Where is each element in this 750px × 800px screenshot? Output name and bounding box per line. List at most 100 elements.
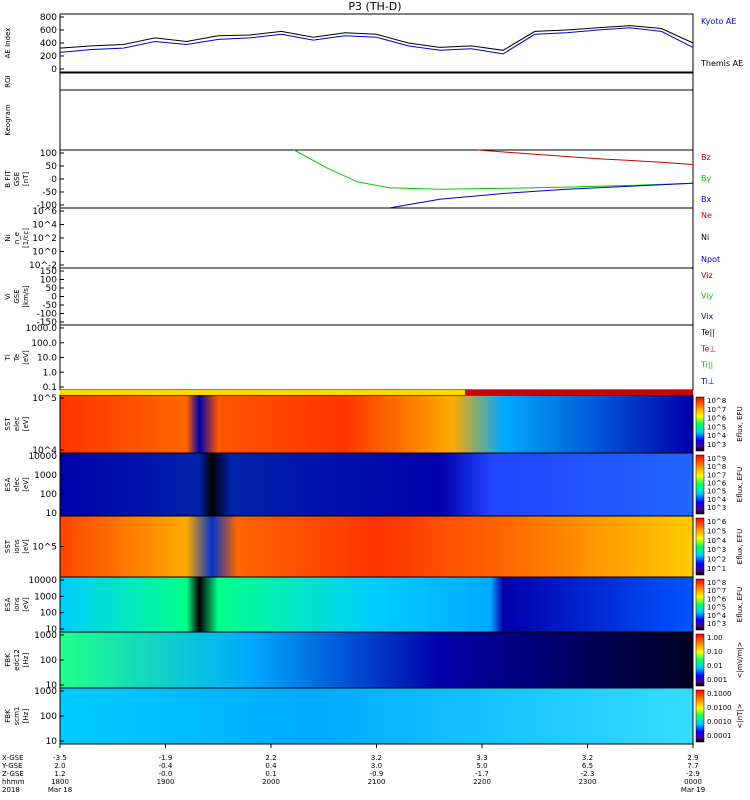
ylabel-12-1: scm1 xyxy=(13,707,21,726)
ylabel-7-2: [eV] xyxy=(22,416,30,431)
colorbar-tick-10-5: 10^3 xyxy=(707,620,726,628)
ylabel-11-2: [Hz] xyxy=(22,653,30,668)
legend-4-2: Npot xyxy=(701,255,720,264)
colorbar-tick-12-0: 0.1000 xyxy=(707,690,732,698)
ylabel-9-0: SST xyxy=(4,539,12,553)
colorbar-tick-9-1: 10^5 xyxy=(707,527,726,535)
ytick-6-0: 1000.0 xyxy=(26,324,58,334)
colorbar-tick-8-5: 10^4 xyxy=(707,496,727,504)
ytick-7-0: 10^5 xyxy=(32,394,57,404)
data-marks xyxy=(59,25,694,395)
ylabel-6-0: Ti xyxy=(4,354,12,361)
ylabel-5-2: [km/s] xyxy=(22,285,30,308)
colorbar-10 xyxy=(695,578,705,631)
panels: AE Index 800 600 400 200 0 Kyoto AE Themis AE RO… xyxy=(4,13,744,747)
colorbar-tick-8-4: 10^5 xyxy=(707,488,726,496)
ylabel-10-0: ESA xyxy=(4,597,12,611)
time-cell-4-2: -1.7 xyxy=(475,770,489,778)
ytick-3-2: 0 xyxy=(51,175,57,185)
ytick-5-6: -150 xyxy=(37,318,58,328)
plot-title: P3 (TH-D) xyxy=(348,0,401,13)
panel-12: FBK scm1 [Hz] 1000 100 10 0.1000 0.0100 0.0010 0.… xyxy=(4,687,744,747)
ytick-12-0: 1000 xyxy=(34,687,57,697)
colorbar-label-9: Eflux, EFU xyxy=(736,529,744,564)
ytick-10-0: 10000 xyxy=(28,576,57,586)
panel-6: Ti Te [eV] 1000.0 100.0 10.0 1.0 0.1 Te|| Te⊥ Ti||… xyxy=(4,324,716,393)
ylabel-9-2: [eV] xyxy=(22,539,30,554)
colorbar-tick-7-2: 10^6 xyxy=(707,415,727,423)
series-3-2 xyxy=(389,182,694,209)
panel-frame-0 xyxy=(59,13,694,73)
time-cell-2-3: 2000 xyxy=(262,778,280,786)
ytick-10-3: 10 xyxy=(46,625,58,635)
time-cell-2-2: 0.1 xyxy=(265,770,276,778)
colorbar-label-7: Eflux, EFU xyxy=(736,406,744,441)
time-cell-6-3: 0000 xyxy=(684,778,702,786)
ylabel-3-1: GSE xyxy=(13,172,21,186)
ylabel-6-2: [eV] xyxy=(22,350,30,365)
time-cell-5-2: -2.3 xyxy=(581,770,595,778)
time-cell-2-0: 2.2 xyxy=(265,754,276,762)
colorbar-tick-7-3: 10^5 xyxy=(707,423,726,431)
ylabel-8-2: [eV] xyxy=(22,477,30,492)
ylabel-2-0: Keogram xyxy=(4,104,12,135)
time-cell-0-1: 2.0 xyxy=(54,762,65,770)
colorbar-tick-8-1: 10^8 xyxy=(707,463,726,471)
colorbar-label-8: Eflux, EFU xyxy=(736,467,744,502)
colorbar-tick-7-4: 10^4 xyxy=(707,432,727,440)
colorbar-tick-9-4: 10^2 xyxy=(707,556,726,564)
time-cell-3-1: 3.0 xyxy=(371,762,382,770)
ytick-0-2: 400 xyxy=(40,39,57,49)
ytick-6-3: 1.0 xyxy=(43,368,58,378)
ytick-4-2: 10^2 xyxy=(32,234,57,244)
ylabel-4-1: n_e xyxy=(13,232,21,244)
ylabel-11-1: edc12 xyxy=(13,649,21,671)
legend-5-2: Vix xyxy=(701,312,714,321)
time-cell-1-2: -0.0 xyxy=(159,770,173,778)
spectrogram-12 xyxy=(60,688,693,744)
panel-10: ESA ions [eV]1000010001001010^810^710^610^… xyxy=(4,576,744,635)
ytick-7-1: 10^4 xyxy=(32,446,57,456)
colorbar-tick-11-2: 0.01 xyxy=(707,662,723,670)
ytick-11-0: 1000 xyxy=(34,631,57,641)
colorbar-12 xyxy=(695,689,705,743)
panel-frame-5 xyxy=(59,267,694,326)
colorbar-tick-11-0: 1.00 xyxy=(707,634,723,642)
time-cell-0-3: 1800 xyxy=(51,778,69,786)
ylabel-9-1: ions xyxy=(13,539,21,554)
panel-11: FBK edc12 [Hz] 1000 100 10 1.00 0.10 0.01 0.001 <|… xyxy=(4,631,744,691)
ylabel-12-2: [Hz] xyxy=(22,709,30,724)
spectrogram-9 xyxy=(60,516,693,577)
colorbar-tick-10-2: 10^6 xyxy=(707,595,727,603)
ytick-12-1: 100 xyxy=(40,712,57,722)
colorbar-tick-9-3: 10^3 xyxy=(707,546,726,554)
colorbar-tick-9-5: 10^1 xyxy=(707,565,726,573)
ylabel-7-1: elec xyxy=(13,417,21,432)
time-cell-1-3: 1900 xyxy=(157,778,175,786)
legend-5-0: Viz xyxy=(701,271,713,280)
colorbar-label-11: <|mV/m|> xyxy=(736,641,744,678)
colorbar-tick-7-0: 10^8 xyxy=(707,397,726,405)
time-row-label-1: Y-GSE xyxy=(1,762,23,770)
ytick-4-0: 10^6 xyxy=(32,207,57,217)
time-cell-1-0: -1.9 xyxy=(159,754,173,762)
ytick-5-1: 100 xyxy=(40,276,57,286)
ytick-3-4: -100 xyxy=(37,201,58,211)
colorbar-tick-10-0: 10^8 xyxy=(707,579,726,587)
ytick-10-2: 100 xyxy=(40,609,57,619)
ytick-11-2: 10 xyxy=(46,681,58,691)
legend-0-1: Themis AE xyxy=(700,59,743,68)
time-cell-0-4: Mar 18 xyxy=(48,786,72,794)
legend-6-0: Te|| xyxy=(700,328,715,337)
colorbar-label-10: Eflux, EFU xyxy=(736,587,744,622)
colorbar-tick-12-1: 0.0100 xyxy=(707,704,732,712)
colorbar-label-12: <|nT|> xyxy=(736,703,744,728)
colorbar-7 xyxy=(695,396,705,452)
colorbar-tick-11-3: 0.001 xyxy=(707,676,727,684)
series-0-1 xyxy=(59,25,694,51)
colorbar-tick-7-5: 10^3 xyxy=(707,441,726,449)
ytick-0-3: 200 xyxy=(40,52,57,62)
panel-3: B FIT GSE [nT] 100 50 0 -50 -100 Bz By Bx xyxy=(4,149,711,211)
